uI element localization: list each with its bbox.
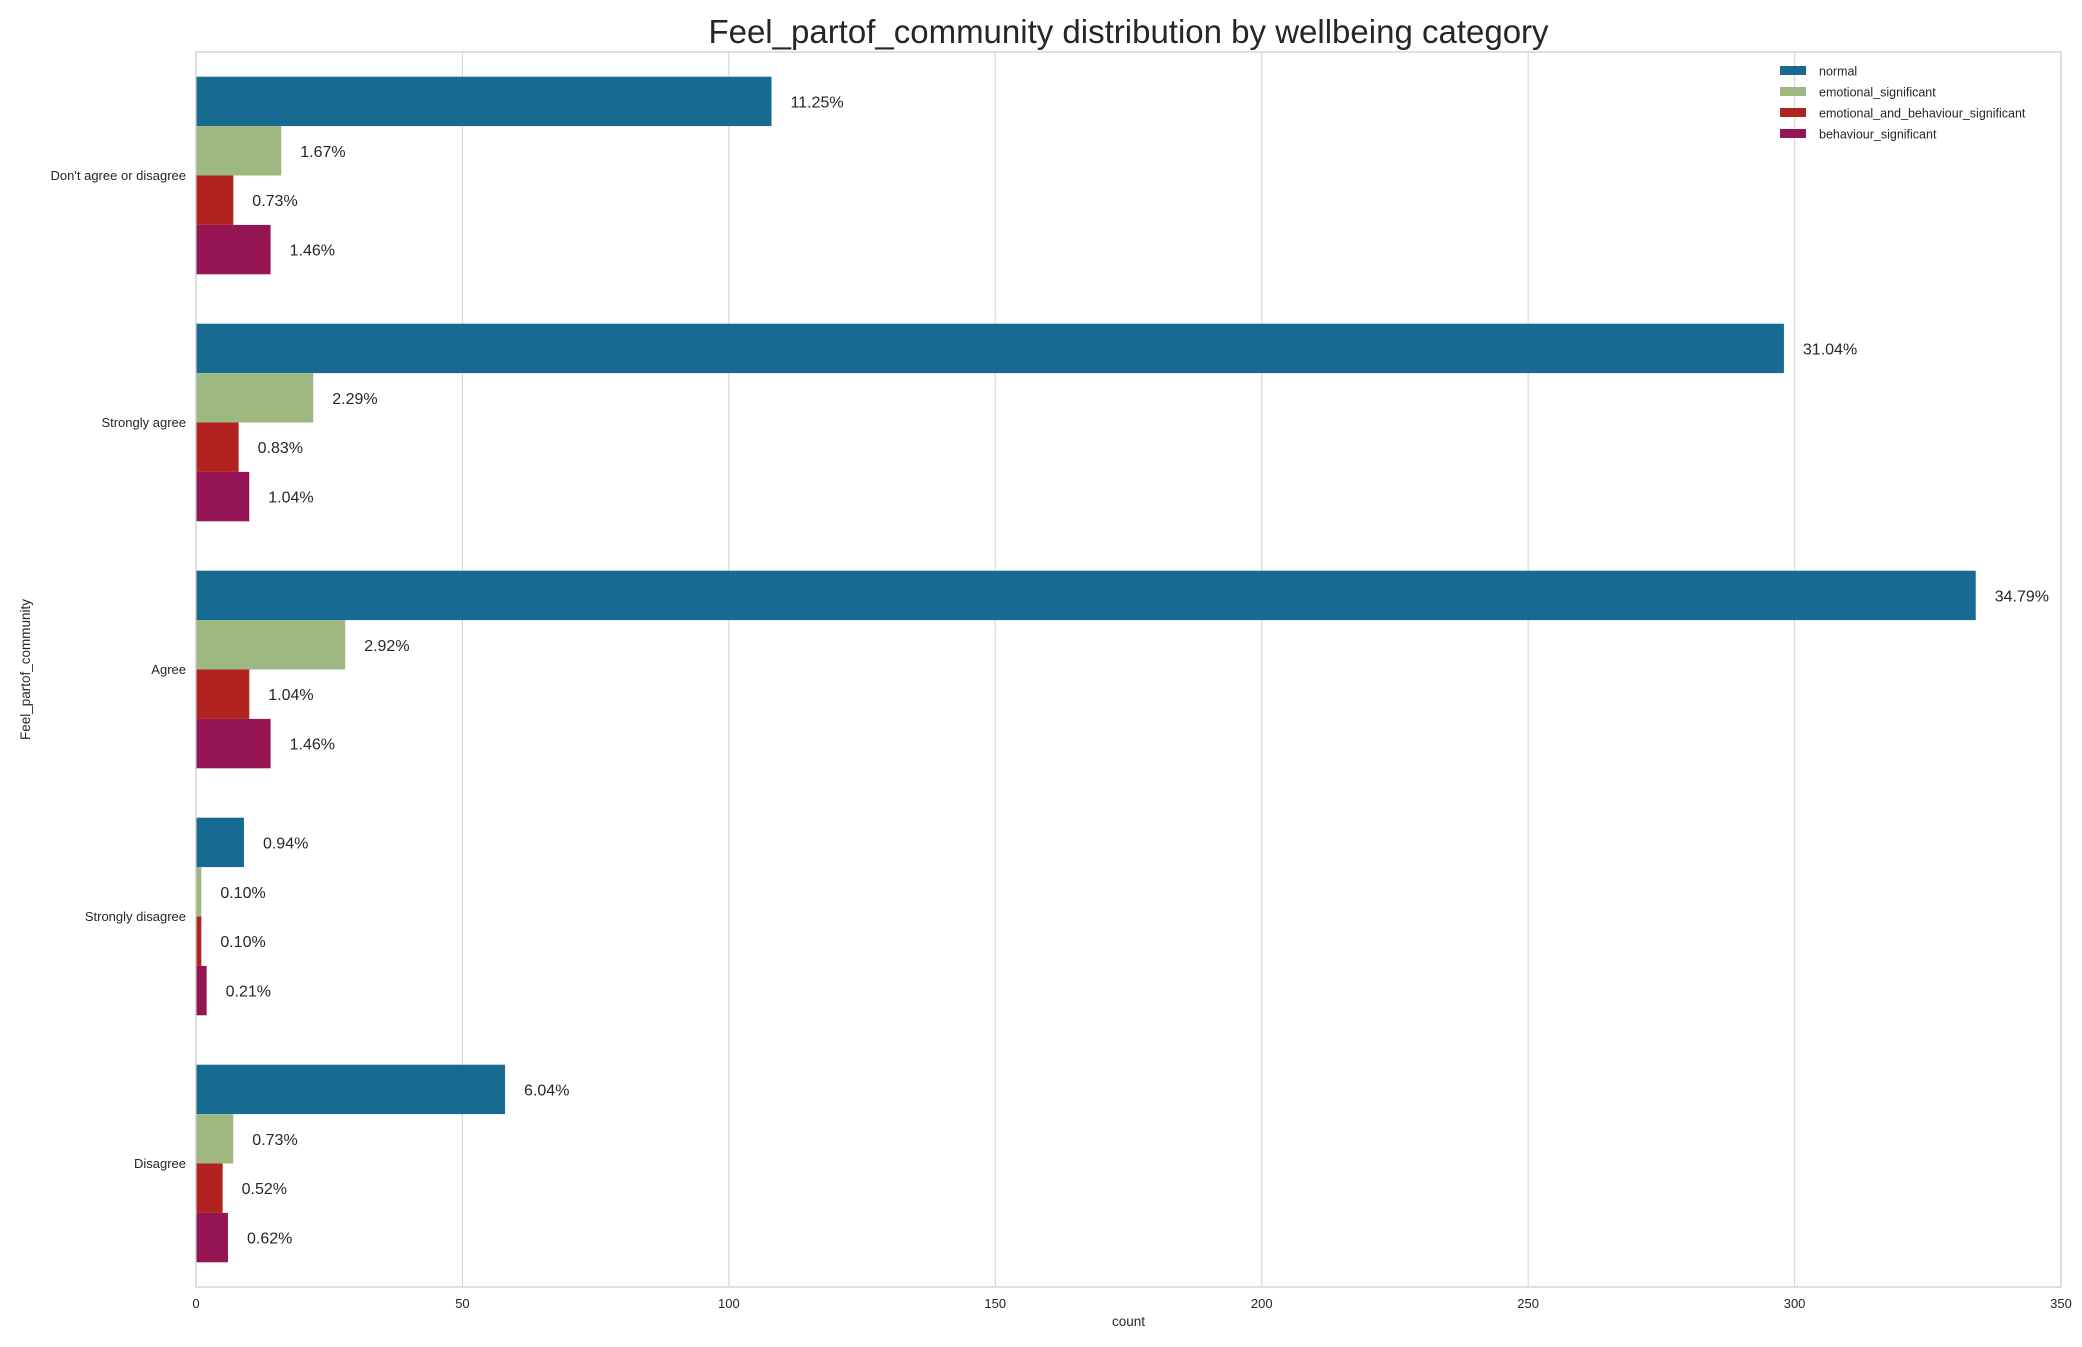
x-axis-label: count [1112, 1314, 1145, 1329]
bar-value-labels: 11.25% 1.67% 0.73% 1.46% 31.04% 2.29% 0.83% 1.0… [220, 94, 2049, 1247]
bar-emotional_significant [196, 620, 346, 670]
bar-value-label: 0.94% [263, 835, 308, 852]
legend-entry-emotional_and_behaviour_significant: emotional_and_behaviour_significant [1819, 107, 2026, 121]
bar-behaviour_significant [196, 471, 250, 522]
bar-value-label: 11.25% [790, 94, 843, 111]
bar-value-label: 1.04% [268, 687, 313, 704]
bar-behaviour_significant [196, 965, 207, 1016]
legend-entry-emotional_significant: emotional_significant [1819, 86, 1936, 100]
grid-lines [195, 52, 2062, 1287]
bar-emotional_significant [196, 1114, 234, 1164]
legend-swatch-normal [1780, 66, 1806, 75]
bar-value-label: 1.67% [300, 144, 345, 161]
legend-swatch-emotional_and_behaviour_significant [1780, 108, 1806, 117]
bar-value-label: 0.83% [258, 440, 303, 457]
bar-value-label: 0.62% [247, 1231, 292, 1248]
bar-value-label: 0.10% [220, 934, 265, 951]
bar-value-label: 0.52% [242, 1181, 287, 1198]
bar-value-label: 0.21% [226, 984, 271, 1001]
bar-value-label: 0.10% [220, 885, 265, 902]
y-axis-label: Feel_partof_community [18, 599, 33, 740]
bar-value-label: 0.73% [252, 1132, 297, 1149]
legend-entry-behaviour_significant: behaviour_significant [1819, 128, 1937, 142]
bar-value-label: 31.04% [1803, 341, 1857, 358]
x-tick-label: 250 [1517, 1296, 1539, 1311]
bar-emotional_and_behaviour_significant [196, 175, 234, 225]
y-tick-labels: Don't agree or disagree Strongly agree Agr… [51, 168, 186, 1171]
legend-swatch-behaviour_significant [1780, 129, 1806, 138]
plot-frame [195, 51, 2062, 1288]
bar-value-label: 2.92% [364, 638, 409, 655]
x-tick-label: 200 [1251, 1296, 1273, 1311]
bar-normal [196, 323, 1784, 374]
x-tick-label: 150 [984, 1296, 1006, 1311]
x-tick-labels: 0 50 100 150 200 250 300 350 [192, 1296, 2071, 1311]
bar-emotional_significant [196, 126, 282, 176]
bar-value-label: 0.73% [252, 193, 297, 210]
x-tick-label: 350 [2050, 1296, 2072, 1311]
bar-value-label: 2.29% [332, 391, 377, 408]
bar-normal [196, 76, 772, 127]
bar-value-label: 1.46% [290, 243, 335, 260]
y-tick-label: Strongly agree [101, 415, 186, 430]
bar-behaviour_significant [196, 718, 271, 769]
bar-emotional_and_behaviour_significant [196, 1163, 223, 1213]
bar-value-label: 1.46% [290, 737, 335, 754]
bar-emotional_and_behaviour_significant [196, 669, 250, 719]
legend-entry-normal: normal [1819, 65, 1857, 79]
bar-behaviour_significant [196, 1212, 228, 1263]
bar-normal [196, 817, 244, 868]
bar-normal [196, 1064, 506, 1115]
y-tick-label: Don't agree or disagree [51, 168, 186, 183]
x-tick-label: 0 [192, 1296, 199, 1311]
bar-value-label: 34.79% [1995, 588, 2049, 605]
bar-normal [196, 570, 1976, 621]
y-tick-label: Agree [151, 662, 186, 677]
bar-emotional_significant [196, 867, 202, 917]
x-tick-label: 100 [718, 1296, 740, 1311]
bar-behaviour_significant [196, 224, 271, 275]
y-tick-label: Disagree [134, 1156, 186, 1171]
bar-emotional_and_behaviour_significant [196, 916, 202, 966]
chart-title: Feel_partof_community distribution by we… [708, 13, 1549, 50]
legend: normal emotional_significant emotional_and… [1780, 65, 2026, 142]
bar-value-label: 6.04% [524, 1082, 569, 1099]
bar-emotional_and_behaviour_significant [196, 422, 239, 472]
y-tick-label: Strongly disagree [85, 909, 186, 924]
bar-emotional_significant [196, 373, 314, 423]
bar-value-label: 1.04% [268, 490, 313, 507]
x-tick-label: 50 [455, 1296, 469, 1311]
bars [196, 76, 1976, 1263]
x-tick-label: 300 [1784, 1296, 1806, 1311]
legend-swatch-emotional_significant [1780, 87, 1806, 96]
